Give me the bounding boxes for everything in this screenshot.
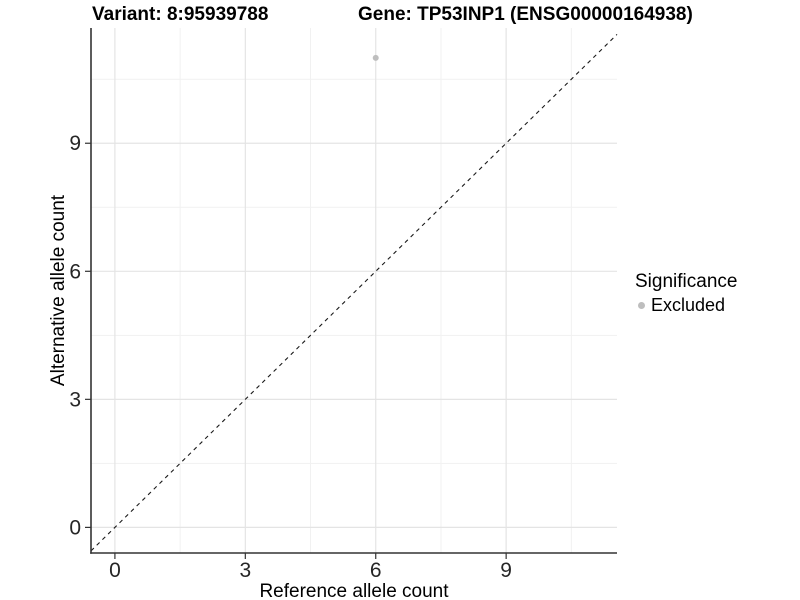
variant-title: Variant: 8:95939788 — [92, 4, 269, 25]
legend-title: Significance — [635, 271, 738, 292]
x-tick-label: 6 — [370, 559, 382, 582]
y-tick-label: 9 — [69, 132, 81, 155]
y-tick-label: 6 — [69, 260, 81, 283]
legend-item-label: Excluded — [651, 295, 726, 315]
x-axis-title: Reference allele count — [259, 581, 449, 600]
x-tick-label: 9 — [500, 559, 512, 582]
data-point — [372, 54, 379, 61]
identity-line — [90, 34, 618, 552]
y-axis-title: Alternative allele count — [48, 194, 69, 386]
y-tick-label: 3 — [69, 388, 81, 411]
gene-title: Gene: TP53INP1 (ENSG00000164938) — [358, 4, 693, 25]
legend-item-excluded: Excluded — [635, 295, 737, 316]
legend: Significance Excluded — [635, 271, 737, 316]
excluded-point-icon — [638, 302, 645, 309]
x-tick-label: 0 — [109, 559, 121, 582]
y-tick-label: 0 — [69, 516, 81, 539]
x-tick-label: 3 — [239, 559, 251, 582]
